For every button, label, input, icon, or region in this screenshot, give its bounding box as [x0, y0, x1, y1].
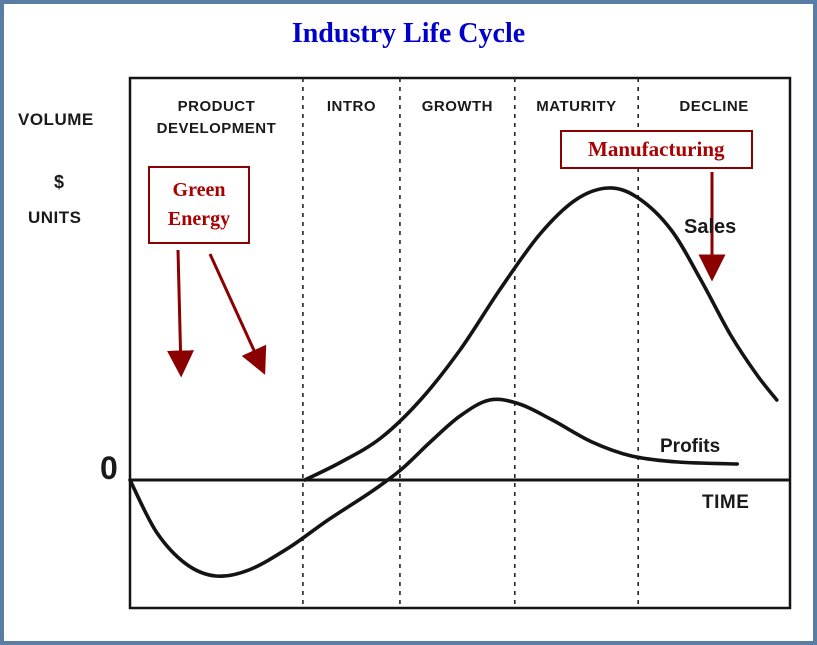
phase-label-maturity: MATURITY: [536, 98, 617, 115]
units-axis-label: UNITS: [28, 208, 82, 227]
page-title: Industry Life Cycle: [291, 18, 526, 49]
profits-curve: [128, 397, 739, 579]
dollar-axis-label: $: [54, 172, 65, 192]
manufacturing-annotation: Manufacturing: [560, 130, 753, 170]
green-energy-annotation: Green Energy: [148, 166, 250, 244]
sales-series-label: Sales: [684, 216, 737, 238]
curves-group: [128, 186, 779, 579]
life-cycle-plot: [128, 76, 792, 610]
profits-series-label: Profits: [660, 436, 721, 457]
green-energy-arrow-left: [167, 249, 195, 378]
phase-dividers: [302, 78, 640, 608]
sales-curve: [303, 186, 779, 482]
phase-label-intro: INTRO: [326, 98, 376, 115]
zero-tick-label: 0: [100, 450, 118, 486]
volume-axis-label: VOLUME: [18, 110, 94, 129]
phase-label-decline: DECLINE: [679, 98, 749, 115]
green-energy-arrow-right: [208, 253, 267, 375]
time-axis-label: TIME: [702, 492, 750, 513]
plot-border: [128, 76, 792, 610]
phase-label-product-development: PRODUCT DEVELOPMENT: [156, 98, 277, 137]
phase-label-growth: GROWTH: [421, 98, 494, 115]
